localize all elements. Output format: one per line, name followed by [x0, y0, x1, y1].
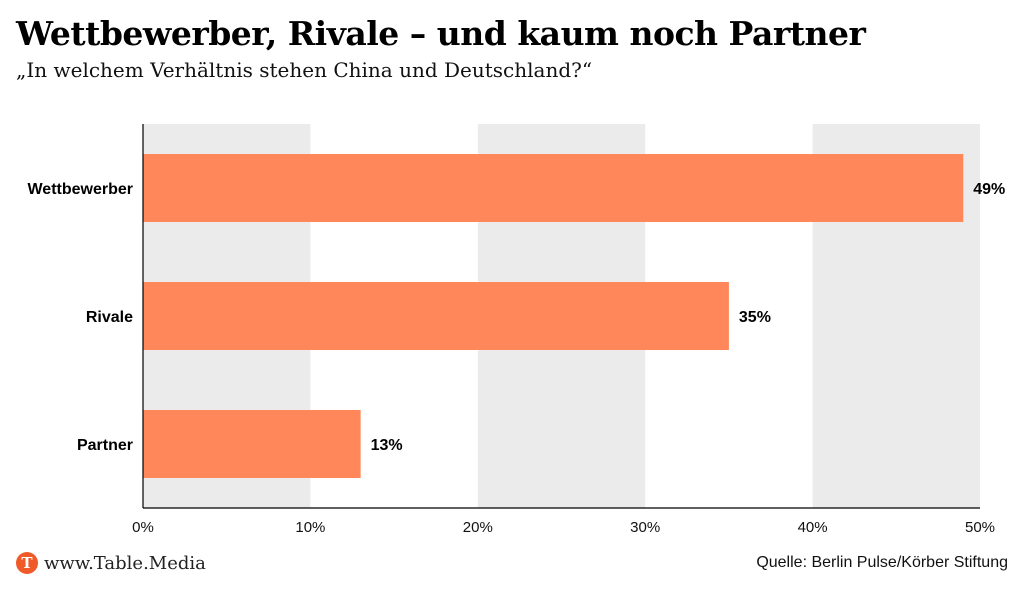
chart-subtitle: „In welchem Verhältnis stehen China und … — [16, 58, 593, 82]
x-tick-label: 10% — [295, 519, 325, 536]
site-url: www.Table.Media — [44, 552, 206, 574]
x-tick-label: 40% — [798, 519, 828, 536]
x-tick-label: 0% — [132, 519, 154, 536]
value-label: 35% — [739, 309, 771, 326]
bar-wettbewerber — [143, 154, 964, 222]
chart-title: Wettbewerber, Rivale – und kaum noch Par… — [16, 14, 866, 53]
source-note: Quelle: Berlin Pulse/Körber Stiftung — [756, 554, 1008, 571]
bar-rivale — [143, 282, 729, 350]
category-label: Partner — [77, 437, 133, 454]
table-media-logo[interactable]: T www.Table.Media — [16, 552, 206, 574]
x-tick-label: 30% — [630, 519, 660, 536]
logo-icon: T — [16, 552, 38, 574]
bar-partner — [143, 410, 361, 478]
x-tick-label: 50% — [965, 519, 995, 536]
category-label: Rivale — [86, 309, 133, 326]
value-label: 49% — [973, 181, 1005, 198]
x-tick-label: 20% — [463, 519, 493, 536]
category-label: Wettbewerber — [27, 181, 133, 198]
value-label: 13% — [371, 437, 403, 454]
